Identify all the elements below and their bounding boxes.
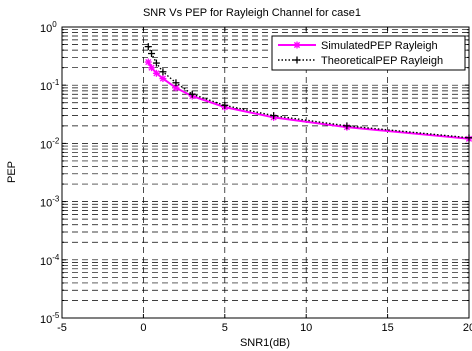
data-point-simulated (148, 64, 155, 71)
legend-label-theoretical: TheoreticalPEP Rayleigh (321, 55, 443, 67)
x-tick-label: 15 (381, 322, 393, 334)
legend: SimulatedPEP Rayleigh TheoreticalPEP Ray… (272, 36, 465, 70)
plot-area (62, 27, 469, 318)
data-point-simulated (145, 59, 152, 66)
x-tick-label: 5 (222, 322, 228, 334)
x-tick-label: -5 (57, 322, 67, 334)
x-tick-label: 10 (300, 322, 312, 334)
chart-title: SNR Vs PEP for Rayleigh Channel for case… (143, 7, 361, 19)
x-tick-label: 0 (140, 322, 146, 334)
legend-label-simulated: SimulatedPEP Rayleigh (321, 40, 438, 52)
legend-marker-simulated (294, 42, 301, 49)
data-point-simulated (159, 75, 166, 82)
y-axis-label: PEP (6, 161, 18, 183)
data-point-simulated (153, 70, 160, 77)
x-tick-label: 20 (463, 322, 472, 334)
x-axis-label: SNR1(dB) (240, 337, 290, 349)
